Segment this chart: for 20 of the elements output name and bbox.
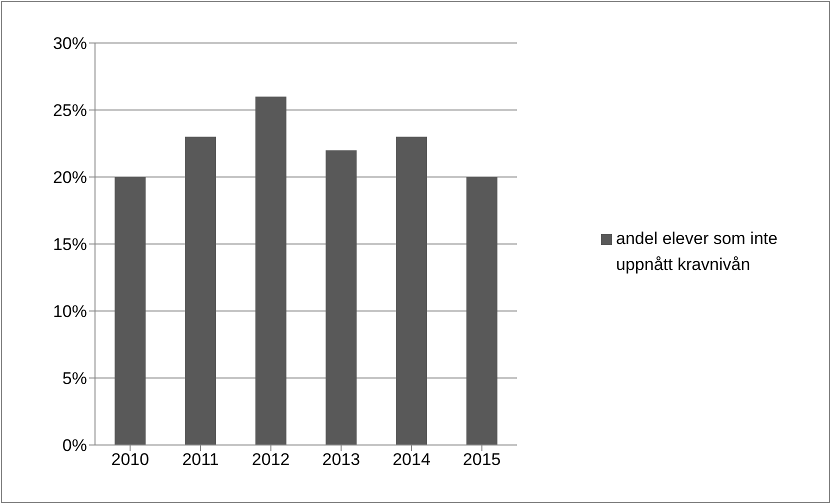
y-tick-label: 10% [52, 302, 87, 322]
y-tick-label: 25% [52, 101, 87, 120]
bar [396, 136, 428, 445]
x-tick-label: 2015 [462, 450, 501, 470]
y-tick-label: 30% [52, 34, 87, 54]
x-tick-label: 2012 [252, 450, 290, 470]
bar [114, 177, 146, 445]
bar [326, 150, 357, 445]
bar [185, 136, 216, 445]
y-tick-label: 0% [62, 436, 87, 456]
x-tick-label: 2010 [111, 450, 150, 470]
bar [255, 96, 286, 445]
x-tick-label: 2013 [322, 450, 360, 470]
x-tick-label: 2014 [392, 450, 430, 470]
bar [466, 177, 498, 445]
y-tick-label: 5% [62, 369, 87, 388]
y-tick-label: 15% [52, 235, 87, 254]
legend-label: andel elever som inte uppnått kravnivån [616, 228, 779, 276]
x-tick-label: 2011 [182, 450, 219, 470]
y-tick-label: 20% [52, 168, 87, 188]
